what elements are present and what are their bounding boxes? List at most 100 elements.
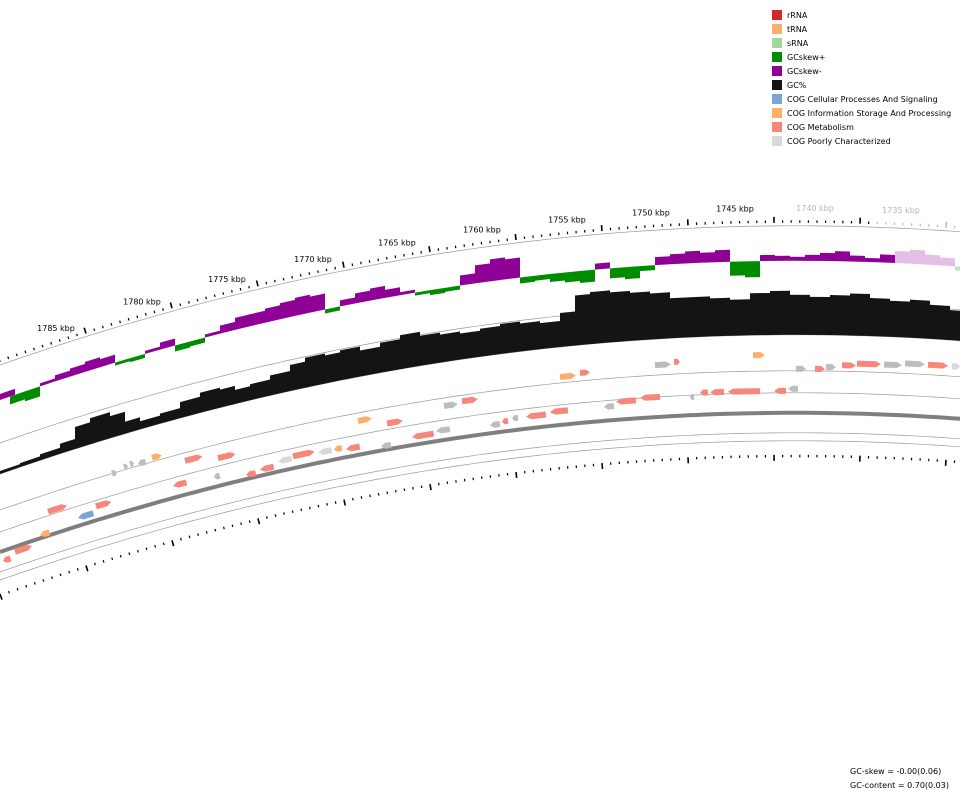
- ruler-minor-tick: [137, 549, 139, 553]
- legend-label: tRNA: [787, 24, 808, 34]
- ruler-label: 1770 kbp: [294, 255, 332, 264]
- legend-label: COG Metabolism: [787, 122, 854, 132]
- legend-swatch: [772, 136, 782, 146]
- ruler-minor-tick: [94, 562, 96, 566]
- legend-label: rRNA: [787, 10, 808, 20]
- ruler-major-tick: [601, 462, 604, 470]
- gc-content-bar: [20, 456, 40, 468]
- gc-skew-negative-bar: [835, 251, 850, 262]
- gc-skew-positive-bar: [415, 290, 430, 296]
- ruler-minor-tick: [248, 285, 250, 289]
- ruler-minor-tick: [153, 310, 156, 314]
- ruler-label: 1785 kbp: [37, 324, 75, 333]
- gc-content-bar: [650, 292, 670, 340]
- ruler-label: 1750 kbp: [632, 208, 670, 217]
- gc-skew-negative-bar: [280, 299, 295, 320]
- gene-feature: [814, 365, 825, 372]
- ruler-major-tick: [171, 540, 175, 547]
- gc-content-bar: [380, 339, 400, 373]
- gene-feature: [443, 401, 458, 409]
- gene-feature: [795, 365, 806, 372]
- ruler-minor-tick: [369, 494, 371, 498]
- ruler-minor-tick: [42, 579, 45, 582]
- gc-skew-negative-bar: [895, 250, 910, 264]
- legend-label: GCskew-: [787, 66, 822, 76]
- gene-feature: [710, 388, 725, 396]
- ruler-minor-tick: [196, 298, 199, 302]
- gc-content-bar: [945, 309, 960, 341]
- ruler-minor-tick: [119, 320, 121, 324]
- gc-skew-positive-bar: [955, 266, 960, 271]
- ruler-major-tick: [255, 280, 259, 287]
- ruler-minor-tick: [197, 533, 199, 536]
- gene-feature: [700, 389, 709, 396]
- track-line: [0, 432, 960, 573]
- gc-content-bar: [710, 297, 730, 337]
- ruler-major-tick: [83, 327, 87, 334]
- ruler-minor-tick: [274, 514, 277, 517]
- gc-skew-negative-bar: [265, 305, 280, 323]
- gene-feature: [883, 361, 902, 369]
- ruler-minor-tick: [334, 501, 337, 504]
- ruler-labels: 1785 kbp 1780 kbp 1775 kbp 1770 kbp 1765 kbp…: [37, 204, 920, 333]
- gene-feature: [111, 469, 117, 477]
- ruler-minor-tick: [265, 281, 268, 285]
- legend-item: tRNA: [772, 22, 951, 36]
- gc-skew-negative-bar: [220, 321, 235, 334]
- gene-features: [3, 352, 960, 563]
- ruler-minor-tick: [67, 336, 70, 340]
- gene-feature: [604, 403, 615, 410]
- ruler-label: 1740 kbp: [796, 204, 834, 213]
- legend-swatch: [772, 80, 782, 90]
- ruler-ticks: [0, 216, 956, 600]
- gc-skew-negative-bar: [880, 254, 895, 263]
- gc-content-bar: [120, 417, 140, 436]
- gene-feature: [654, 361, 671, 369]
- ruler-minor-tick: [93, 328, 96, 332]
- gc-skew-positive-bar: [625, 266, 640, 280]
- gene-feature: [151, 453, 162, 461]
- gene-feature: [214, 472, 221, 480]
- ruler-minor-tick: [223, 526, 225, 530]
- ruler-major-tick: [257, 518, 261, 525]
- legend-swatch: [772, 122, 782, 132]
- gc-content-bar: [440, 331, 460, 363]
- gc-content-stat: GC-content = 0.70(0.03): [850, 781, 949, 790]
- genome-backbone: [0, 410, 960, 554]
- ruler-minor-tick: [291, 275, 293, 279]
- gene-feature: [129, 460, 134, 468]
- legend-item: GCskew+: [772, 50, 951, 64]
- ruler-minor-tick: [127, 317, 130, 321]
- gene-feature: [357, 416, 372, 424]
- gc-content-bar: [360, 346, 380, 377]
- ruler-minor-tick: [111, 557, 114, 561]
- gene-feature: [292, 449, 315, 460]
- gene-feature: [856, 360, 881, 368]
- legend: rRNA tRNA sRNA GCskew+ GCskew- GC% COG Cellula…: [772, 8, 951, 148]
- ruler-major-tick: [0, 593, 3, 600]
- gc-skew-positive-bar: [535, 274, 550, 281]
- gc-skew-negative-bar: [340, 297, 355, 307]
- ruler-minor-tick: [300, 508, 303, 512]
- legend-label: sRNA: [787, 38, 809, 48]
- gc-content-bar: [160, 408, 180, 424]
- ruler-minor-tick: [24, 350, 27, 354]
- ruler-minor-tick: [266, 516, 268, 519]
- legend-item: rRNA: [772, 8, 951, 22]
- gc-skew-track: [0, 249, 960, 405]
- gc-skew-positive-bar: [640, 265, 655, 272]
- gene-feature: [184, 454, 203, 464]
- gc-skew-negative-bar: [100, 354, 115, 368]
- gc-skew-negative-bar: [40, 378, 55, 387]
- gc-skew-negative-bar: [310, 293, 325, 313]
- gc-content-bar: [460, 330, 480, 360]
- gene-feature: [788, 385, 799, 392]
- gc-content-bar: [270, 371, 290, 396]
- legend-label: GC%: [787, 80, 807, 90]
- gc-skew-negative-bar: [490, 257, 505, 282]
- gc-skew-negative-bar: [595, 262, 610, 270]
- gene-feature: [346, 443, 361, 452]
- gene-feature: [334, 445, 343, 452]
- gc-content-bar: [890, 300, 910, 338]
- gc-content-bar: [870, 298, 890, 337]
